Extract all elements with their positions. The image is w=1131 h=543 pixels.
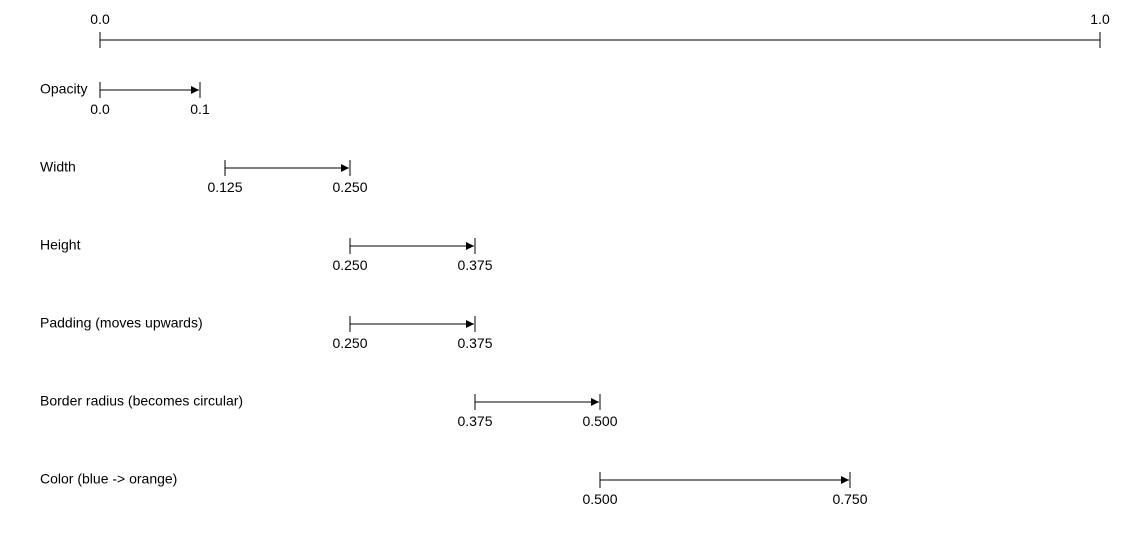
range-start-label-padding: 0.250 — [332, 335, 367, 351]
row-opacity: Opacity0.0 0.1 — [40, 81, 210, 117]
row-label-border-radius: Border radius (becomes circular) — [40, 393, 243, 409]
axis-label-min: 0.0 — [90, 11, 110, 27]
row-label-height: Height — [40, 237, 81, 253]
range-start-label-color: 0.500 — [582, 491, 617, 507]
range-arrowhead-width — [341, 164, 349, 172]
range-arrowhead-border-radius — [591, 398, 599, 406]
range-end-label-opacity: 0.1 — [190, 101, 210, 117]
row-label-color: Color (blue -> orange) — [40, 471, 177, 487]
row-label-padding: Padding (moves upwards) — [40, 315, 203, 331]
row-padding: Padding (moves upwards) 0.250 0.375 — [40, 315, 493, 351]
range-end-label-padding: 0.375 — [457, 335, 492, 351]
timeline-diagram: 0.01.0 Opacity0.00.1Width0.1250.250Heigh… — [0, 0, 1131, 543]
range-end-label-height: 0.375 — [457, 257, 492, 273]
range-arrowhead-color — [841, 476, 849, 484]
axis-label-max: 1.0 — [1090, 11, 1110, 27]
row-label-width: Width — [40, 159, 76, 175]
range-start-label-width: 0.125 — [207, 179, 242, 195]
range-end-label-border-radius: 0.500 — [582, 413, 617, 429]
row-color: Color (blue -> orange) 0.500 0.750 — [40, 471, 868, 507]
row-height: Height 0.250 0.375 — [40, 237, 493, 273]
range-start-label-height: 0.250 — [332, 257, 367, 273]
range-end-label-color: 0.750 — [832, 491, 867, 507]
range-start-label-border-radius: 0.375 — [457, 413, 492, 429]
range-end-label-width: 0.250 — [332, 179, 367, 195]
range-arrowhead-padding — [466, 320, 474, 328]
timeline-rows: Opacity0.0 0.1 Width 0.125 0.250 Height 0.250 0… — [40, 81, 868, 507]
axis: 0.0 1.0 — [90, 11, 1110, 48]
range-arrowhead-opacity — [191, 86, 199, 94]
range-arrowhead-height — [466, 242, 474, 250]
row-border-radius: Border radius (becomes circular) 0.375 0.5… — [40, 393, 618, 429]
row-label-opacity: Opacity — [40, 81, 87, 97]
row-width: Width 0.125 0.250 — [40, 159, 368, 195]
range-start-label-opacity: 0.0 — [90, 101, 110, 117]
